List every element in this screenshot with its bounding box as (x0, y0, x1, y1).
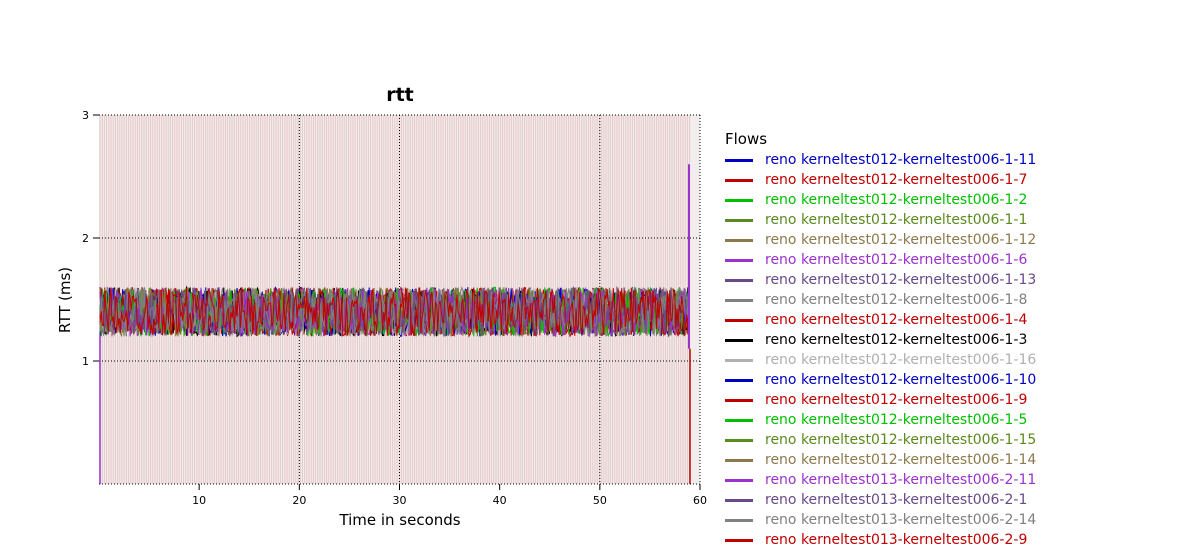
x-tick-label: 40 (493, 494, 507, 507)
legend-item: reno kerneltest012-kerneltest006-1-11 (725, 152, 1036, 168)
legend-item: reno kerneltest012-kerneltest006-1-9 (725, 392, 1027, 408)
legend-swatch (725, 198, 753, 202)
legend-swatch (725, 258, 753, 262)
x-tick-label: 50 (593, 494, 607, 507)
x-tick-label: 60 (693, 494, 707, 507)
legend-label: reno kerneltest012-kerneltest006-1-1 (765, 212, 1028, 228)
y-tick-label: 2 (82, 232, 89, 245)
y-tick-label: 3 (82, 109, 89, 122)
legend-label: reno kerneltest012-kerneltest006-1-9 (765, 392, 1028, 408)
legend-item: reno kerneltest012-kerneltest006-1-14 (725, 452, 1036, 468)
legend-swatch (725, 458, 753, 462)
legend-label: reno kerneltest012-kerneltest006-1-10 (765, 372, 1037, 388)
legend-label: reno kerneltest012-kerneltest006-1-7 (765, 172, 1028, 188)
legend-title: Flows (725, 130, 768, 148)
legend-item: reno kerneltest012-kerneltest006-1-13 (725, 272, 1036, 288)
legend-swatch (725, 178, 753, 182)
legend-label: reno kerneltest013-kerneltest006-2-1 (765, 492, 1028, 508)
legend-swatch (725, 478, 753, 482)
legend-label: reno kerneltest012-kerneltest006-1-12 (765, 232, 1037, 248)
legend-item: reno kerneltest013-kerneltest006-2-11 (725, 472, 1036, 488)
legend-swatch (725, 398, 753, 402)
legend-item: reno kerneltest012-kerneltest006-1-12 (725, 232, 1036, 248)
legend-item: reno kerneltest013-kerneltest006-2-1 (725, 492, 1027, 508)
legend-label: reno kerneltest012-kerneltest006-1-11 (765, 152, 1037, 168)
legend-label: reno kerneltest012-kerneltest006-1-8 (765, 292, 1028, 308)
legend-swatch (725, 358, 753, 362)
legend-label: reno kerneltest012-kerneltest006-1-3 (765, 332, 1028, 348)
legend-swatch (725, 418, 753, 422)
legend-swatch (725, 318, 753, 322)
legend-label: reno kerneltest012-kerneltest006-1-14 (765, 452, 1037, 468)
legend-label: reno kerneltest013-kerneltest006-2-11 (765, 472, 1037, 488)
x-axis-label: Time in seconds (338, 511, 460, 529)
legend-item: reno kerneltest012-kerneltest006-1-4 (725, 312, 1027, 328)
series-line (99, 285, 690, 338)
legend-label: reno kerneltest013-kerneltest006-2-9 (765, 532, 1028, 548)
legend-item: reno kerneltest012-kerneltest006-1-16 (725, 352, 1036, 368)
legend-swatch (725, 158, 753, 162)
x-tick-label: 20 (292, 494, 306, 507)
legend-item: reno kerneltest012-kerneltest006-1-6 (725, 252, 1027, 268)
legend-label: reno kerneltest012-kerneltest006-1-16 (765, 352, 1037, 368)
legend-item: reno kerneltest012-kerneltest006-1-5 (725, 412, 1027, 428)
y-axis-label: RTT (ms) (56, 267, 74, 333)
legend-item: reno kerneltest012-kerneltest006-1-7 (725, 172, 1027, 188)
legend-item: reno kerneltest012-kerneltest006-1-2 (725, 192, 1027, 208)
legend-item: reno kerneltest012-kerneltest006-1-15 (725, 432, 1036, 448)
legend-swatch (725, 238, 753, 242)
legend-item: reno kerneltest013-kerneltest006-2-9 (725, 532, 1027, 548)
legend-item: reno kerneltest012-kerneltest006-1-8 (725, 292, 1027, 308)
legend-swatch (725, 338, 753, 342)
legend-swatch (725, 438, 753, 442)
legend-item: reno kerneltest013-kerneltest006-2-14 (725, 512, 1036, 528)
legend-label: reno kerneltest012-kerneltest006-1-4 (765, 312, 1028, 328)
x-tick-label: 30 (393, 494, 407, 507)
chart-title: rtt (386, 84, 414, 106)
legend-label: reno kerneltest012-kerneltest006-1-15 (765, 432, 1037, 448)
legend-label: reno kerneltest012-kerneltest006-1-2 (765, 192, 1028, 208)
legend-label: reno kerneltest012-kerneltest006-1-6 (765, 252, 1028, 268)
legend-swatch (725, 538, 753, 542)
legend-swatch (725, 378, 753, 382)
series-line (99, 287, 690, 338)
legend-swatch (725, 298, 753, 302)
legend-swatch (725, 218, 753, 222)
legend-label: reno kerneltest013-kerneltest006-2-14 (765, 512, 1037, 528)
legend-item: reno kerneltest012-kerneltest006-1-10 (725, 372, 1036, 388)
legend-swatch (725, 518, 753, 522)
legend-item: reno kerneltest012-kerneltest006-1-1 (725, 212, 1027, 228)
legend-item: reno kerneltest012-kerneltest006-1-3 (725, 332, 1027, 348)
legend-label: reno kerneltest012-kerneltest006-1-5 (765, 412, 1028, 428)
legend-swatch (725, 278, 753, 282)
legend-label: reno kerneltest012-kerneltest006-1-13 (765, 272, 1037, 288)
x-tick-label: 10 (192, 494, 206, 507)
legend-swatch (725, 498, 753, 502)
y-tick-label: 1 (82, 355, 89, 368)
